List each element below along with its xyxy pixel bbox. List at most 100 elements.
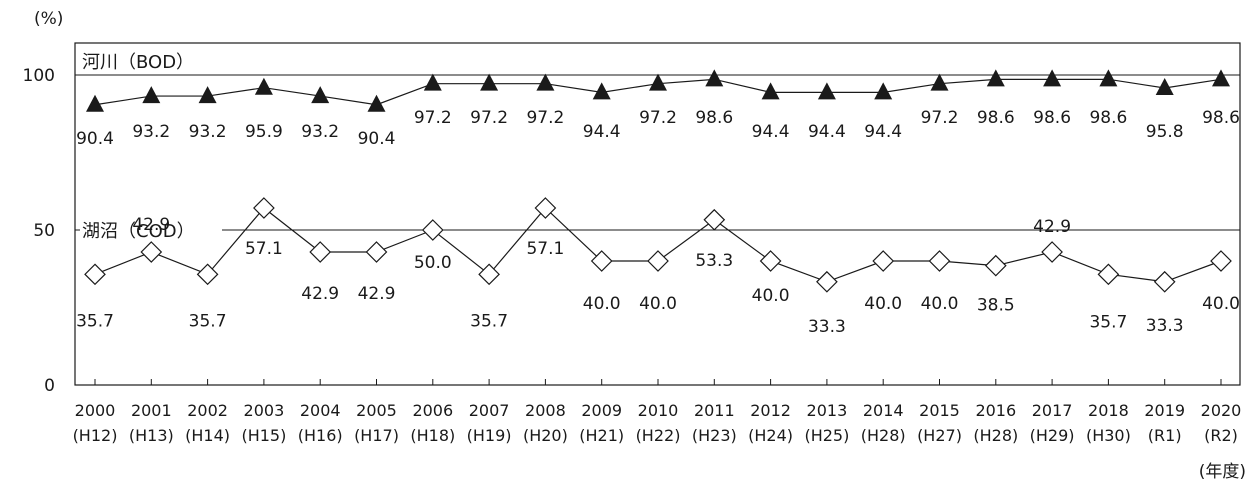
cod-point xyxy=(309,241,332,263)
x-tick-label-year: 2010 xyxy=(638,401,679,420)
cod-data-label: 40.0 xyxy=(639,294,677,314)
cod-data-label: 57.1 xyxy=(245,239,283,259)
bod-point xyxy=(817,82,836,100)
cod-point xyxy=(534,197,557,219)
bod-data-label: 95.9 xyxy=(245,122,283,142)
bod-data-label: 95.8 xyxy=(1146,122,1184,142)
x-tick-label-era: (H24) xyxy=(748,426,793,445)
series-name-bg xyxy=(80,219,222,241)
bod-data-label: 94.4 xyxy=(752,122,790,142)
bod-data-label: 97.2 xyxy=(921,108,959,128)
bod-point xyxy=(480,73,499,91)
bod-data-label: 98.6 xyxy=(695,108,733,128)
bod-data-label: 93.2 xyxy=(189,122,227,142)
bod-data-label: 93.2 xyxy=(132,122,170,142)
bod-point xyxy=(86,94,104,112)
cod-data-label: 42.9 xyxy=(132,215,170,235)
x-tick-label-era: (H16) xyxy=(298,426,343,445)
x-tick-label-era: (H28) xyxy=(861,426,906,445)
bod-point xyxy=(649,73,667,91)
x-tick-label-year: 2018 xyxy=(1088,401,1129,420)
cod-point xyxy=(816,270,838,293)
x-tick-label-year: 2008 xyxy=(525,401,566,420)
cod-data-label: 38.5 xyxy=(977,296,1015,316)
x-tick-label-year: 2012 xyxy=(750,401,791,420)
bod-point xyxy=(705,69,724,87)
x-tick-label-era: (H19) xyxy=(467,426,512,445)
x-tick-label-era: (H29) xyxy=(1030,426,1075,445)
bod-data-label: 97.2 xyxy=(470,108,508,128)
cod-point xyxy=(84,263,106,286)
bod-data-label: 97.2 xyxy=(639,108,677,128)
cod-data-label: 42.9 xyxy=(301,284,339,304)
cod-data-label: 35.7 xyxy=(189,311,227,331)
bod-point xyxy=(1212,69,1230,87)
cod-point xyxy=(1097,263,1120,286)
bod-data-label: 94.4 xyxy=(808,122,846,142)
bod-data-label: 94.4 xyxy=(864,122,902,142)
bod-point xyxy=(1043,69,1062,87)
bod-point xyxy=(986,69,1005,87)
x-tick-label-year: 2002 xyxy=(187,401,228,420)
bod-point xyxy=(1155,78,1174,96)
bod-point xyxy=(311,86,330,104)
cod-data-label: 35.7 xyxy=(1089,312,1127,332)
series-name-bg xyxy=(80,50,222,72)
bod-data-label: 94.4 xyxy=(583,122,621,142)
cod-data-label: 35.7 xyxy=(76,311,114,331)
cod-point xyxy=(365,241,388,263)
cod-data-label: 40.0 xyxy=(1202,294,1240,314)
cod-point xyxy=(1210,250,1232,272)
bod-data-label: 90.4 xyxy=(358,129,396,149)
cod-point xyxy=(421,219,444,241)
cod-data-label: 40.0 xyxy=(583,294,621,314)
cod-point xyxy=(984,254,1007,277)
bod-point xyxy=(198,86,217,104)
cod-point xyxy=(140,241,163,263)
x-tick-label-era: (H17) xyxy=(354,426,399,445)
bod-data-label: 98.6 xyxy=(1202,108,1240,128)
bod-data-label: 98.6 xyxy=(1033,108,1071,128)
x-tick-label-era: (H18) xyxy=(410,426,455,445)
x-tick-label-year: 2001 xyxy=(131,401,172,420)
x-tick-label-year: 2020 xyxy=(1201,401,1242,420)
cod-point xyxy=(703,208,726,231)
y-tick-label: 50 xyxy=(33,221,55,241)
x-tick-label-era: (R2) xyxy=(1204,426,1238,445)
cod-data-label: 40.0 xyxy=(752,286,790,306)
x-tick-label-year: 2004 xyxy=(300,401,341,420)
x-tick-label-year: 2016 xyxy=(975,401,1016,420)
x-tick-label-era: (H28) xyxy=(973,426,1018,445)
x-tick-label-year: 2013 xyxy=(807,401,848,420)
bod-data-label: 93.2 xyxy=(301,122,339,142)
cod-data-label: 57.1 xyxy=(526,239,564,259)
x-tick-label-year: 2006 xyxy=(412,401,453,420)
x-tick-label-era: (H12) xyxy=(73,426,118,445)
cod-data-label: 33.3 xyxy=(808,317,846,337)
bod-point xyxy=(367,94,386,112)
x-tick-label-year: 2015 xyxy=(919,401,960,420)
x-tick-label-year: 2009 xyxy=(581,401,622,420)
x-tick-label-era: (H25) xyxy=(804,426,849,445)
bod-data-label: 97.2 xyxy=(526,108,564,128)
cod-point xyxy=(647,250,669,272)
x-tick-label-year: 2007 xyxy=(469,401,510,420)
cod-point xyxy=(759,250,782,272)
x-tick-label-era: (H27) xyxy=(917,426,962,445)
cod-data-label: 40.0 xyxy=(921,294,959,314)
x-tick-label-year: 2011 xyxy=(694,401,735,420)
series-name-label: 湖沼（COD） xyxy=(82,221,195,242)
x-unit-label: (年度) xyxy=(1199,462,1246,482)
cod-data-label: 35.7 xyxy=(470,311,508,331)
x-tick-label-era: (R1) xyxy=(1148,426,1182,445)
x-tick-label-year: 2000 xyxy=(75,401,116,420)
y-unit-label: (%) xyxy=(34,9,63,29)
x-tick-label-year: 2014 xyxy=(863,401,904,420)
x-tick-label-era: (H30) xyxy=(1086,426,1131,445)
bod-point xyxy=(1099,69,1118,87)
cod-data-label: 53.3 xyxy=(695,251,733,271)
cod-data-label: 40.0 xyxy=(864,294,902,314)
x-tick-label-year: 2017 xyxy=(1032,401,1073,420)
bod-point xyxy=(874,82,893,100)
